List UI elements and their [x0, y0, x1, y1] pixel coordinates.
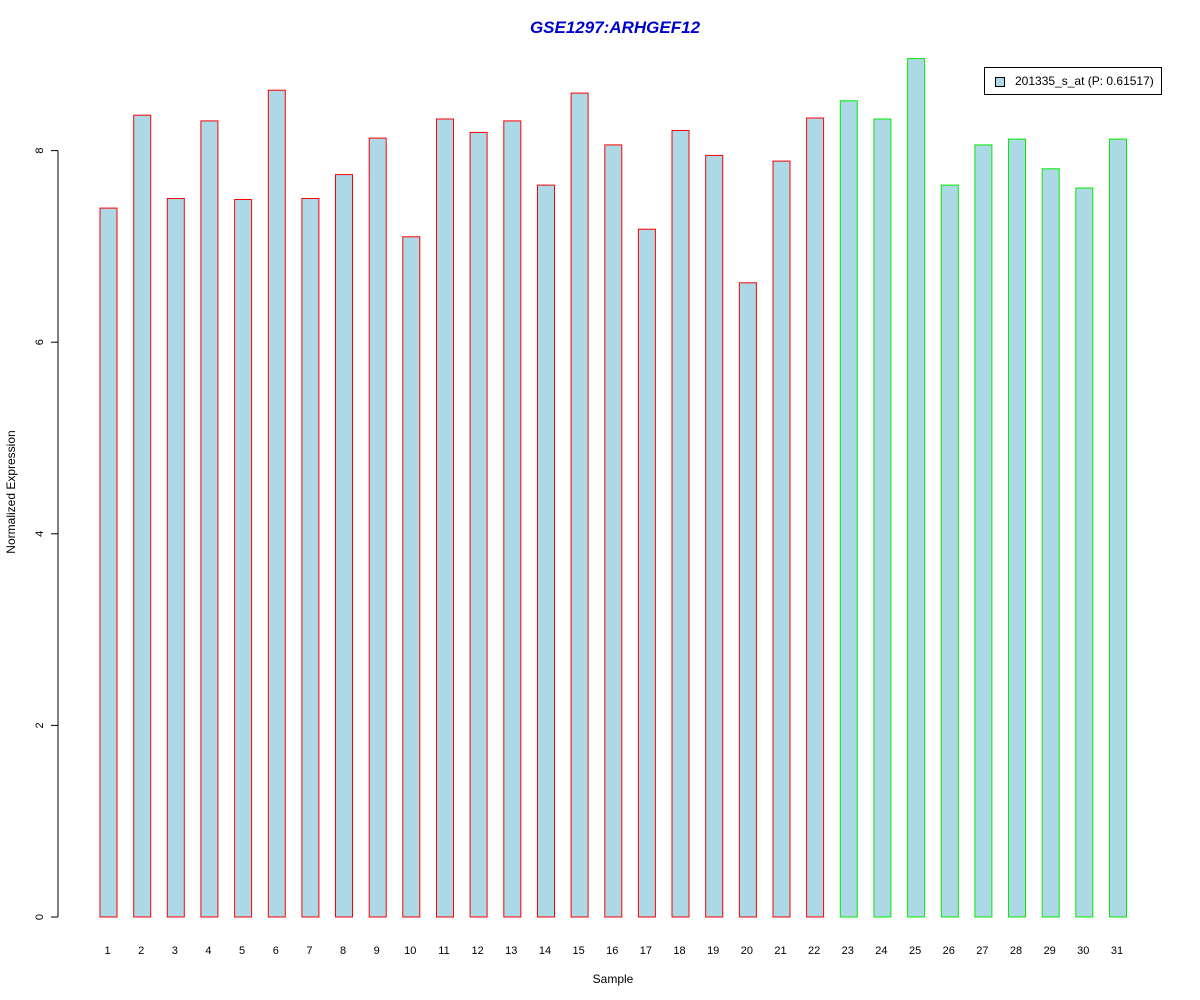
- bar-sample-15: [570, 92, 589, 918]
- x-tick-labels: 1 2 3 4 5 6 7 8 9 10 11 12 13 14 15 16 17 18 19 20 21 22 23 24 2…: [104, 945, 1123, 957]
- bar-sample-26: [940, 184, 959, 918]
- y-axis: 0 2 4 6 8: [34, 148, 59, 920]
- x-tick-label: 21: [774, 945, 786, 957]
- bar-sample-12: [469, 131, 488, 918]
- bar-sample-27: [974, 144, 993, 918]
- bar-sample-29: [1041, 168, 1060, 918]
- bar-sample-8: [335, 174, 353, 918]
- bar-sample-28: [1008, 138, 1026, 918]
- x-tick-label: 16: [606, 945, 618, 957]
- x-tick-label: 19: [707, 945, 719, 957]
- bar-sample-23: [839, 100, 858, 918]
- x-tick-label: 5: [239, 945, 245, 957]
- bar-sample-10: [402, 236, 421, 918]
- y-axis-label: Normalized Expression: [4, 430, 18, 553]
- x-tick-label: 18: [673, 945, 685, 957]
- x-tick-label: 4: [205, 945, 211, 957]
- x-tick-label: 23: [842, 945, 854, 957]
- bar-sample-7: [301, 198, 320, 918]
- x-axis-label: Sample: [593, 972, 634, 986]
- bar-sample-20: [738, 282, 757, 918]
- y-tick-label: 0: [34, 914, 46, 920]
- x-tick-label: 1: [104, 945, 110, 957]
- bar-sample-6: [267, 89, 286, 918]
- bar-sample-4: [200, 120, 219, 918]
- bar-sample-9: [368, 137, 387, 918]
- bar-sample-13: [503, 120, 522, 918]
- bar-sample-11: [436, 118, 454, 918]
- x-tick-label: 31: [1111, 945, 1123, 957]
- y-tick-label: 6: [34, 339, 46, 345]
- chart-title: GSE1297:ARHGEF12: [529, 18, 701, 37]
- x-tick-label: 22: [808, 945, 820, 957]
- x-tick-label: 7: [306, 945, 312, 957]
- bar-sample-18: [671, 130, 690, 918]
- x-tick-label: 12: [471, 945, 483, 957]
- x-tick-label: 9: [374, 945, 380, 957]
- bar-sample-21: [772, 160, 791, 918]
- bar-sample-19: [705, 154, 724, 918]
- x-tick-label: 17: [640, 945, 652, 957]
- x-tick-label: 13: [505, 945, 517, 957]
- bar-sample-30: [1075, 187, 1094, 918]
- bar-sample-25: [907, 58, 926, 918]
- bar-sample-3: [166, 198, 185, 918]
- x-tick-label: 25: [909, 945, 921, 957]
- x-tick-label: 28: [1010, 945, 1022, 957]
- bar-sample-5: [234, 199, 253, 918]
- bars-group: [99, 58, 1127, 918]
- bar-sample-22: [806, 117, 825, 918]
- bar-sample-16: [604, 144, 623, 918]
- x-tick-label: 24: [875, 945, 887, 957]
- legend: 201335_s_at (P: 0.61517): [984, 67, 1162, 95]
- bar-sample-17: [637, 228, 656, 918]
- bar-sample-31: [1109, 138, 1127, 918]
- x-tick-label: 11: [438, 945, 449, 957]
- y-tick-label: 8: [34, 148, 46, 154]
- y-tick-label: 2: [34, 722, 46, 728]
- x-tick-label: 30: [1077, 945, 1089, 957]
- x-tick-label: 15: [572, 945, 584, 957]
- x-tick-label: 6: [273, 945, 279, 957]
- x-tick-label: 3: [172, 945, 178, 957]
- legend-swatch: [995, 77, 1005, 87]
- x-tick-label: 27: [976, 945, 988, 957]
- x-tick-label: 2: [138, 945, 144, 957]
- bar-sample-14: [537, 184, 555, 918]
- x-tick-label: 10: [404, 945, 416, 957]
- x-tick-label: 29: [1044, 945, 1056, 957]
- x-tick-label: 14: [539, 945, 551, 957]
- bar-sample-2: [133, 114, 152, 918]
- x-tick-label: 26: [943, 945, 955, 957]
- bar-sample-24: [873, 118, 892, 918]
- x-tick-label: 8: [340, 945, 346, 957]
- y-tick-label: 4: [34, 531, 46, 537]
- bar-sample-1: [99, 207, 118, 918]
- x-tick-label: 20: [741, 945, 753, 957]
- legend-label: 201335_s_at (P: 0.61517): [1015, 74, 1154, 88]
